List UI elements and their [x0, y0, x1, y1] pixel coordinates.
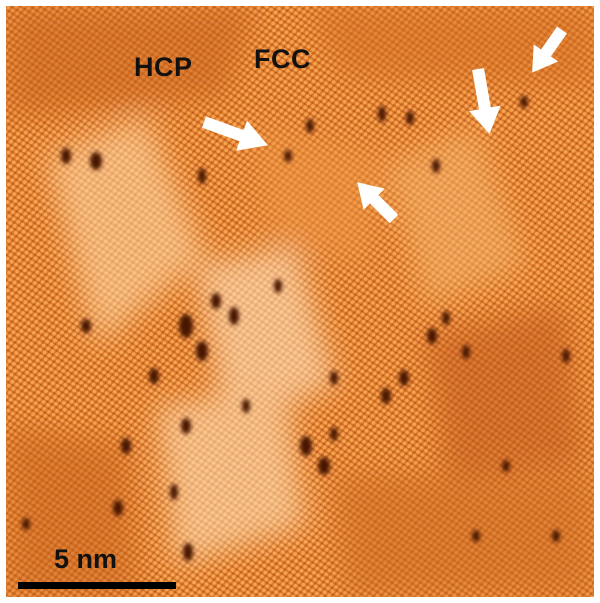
- stm-image: HCP FCC: [6, 6, 594, 597]
- scale-bar-line: [18, 582, 176, 589]
- defect-spots: [22, 96, 570, 561]
- scale-bar-label: 5 nm: [54, 544, 118, 574]
- fcc-label: FCC: [254, 44, 311, 74]
- scale-bar: 5 nm: [18, 546, 178, 594]
- hcp-label: HCP: [134, 52, 193, 82]
- atomic-lattice-image: [6, 6, 594, 597]
